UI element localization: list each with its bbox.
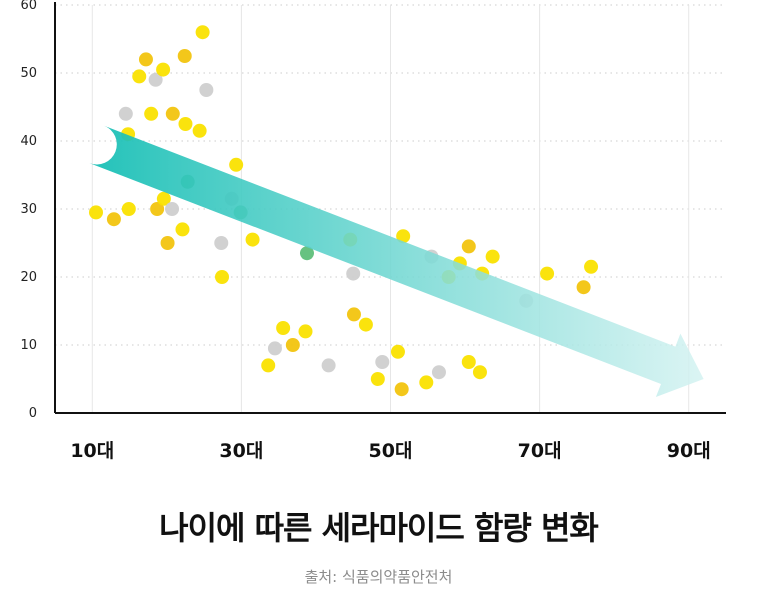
x-tick-label: 30대 [219,440,263,462]
data-point [195,25,210,40]
data-point [89,205,104,220]
data-point [540,266,555,281]
data-point [431,365,446,380]
x-tick-label: 70대 [518,440,562,462]
axes [54,2,726,414]
data-point [178,117,193,131]
y-tick-label: 40 [20,134,37,149]
data-point [165,106,180,121]
data-point [148,72,163,87]
data-point [358,317,373,332]
data-point [390,344,405,359]
y-tick-labels: 0 10 20 30 40 50 60 [20,0,37,421]
data-point [121,202,136,216]
data-point [472,365,487,380]
data-point [394,382,409,397]
data-point [118,106,133,121]
y-tick-label: 10 [20,338,37,353]
x-tick-label: 90대 [667,440,711,462]
data-point [461,355,476,369]
data-point [298,324,313,339]
trend-arrow-shape [89,125,704,397]
y-tick-label: 60 [20,0,37,13]
data-point [285,338,300,352]
data-point [321,358,336,373]
data-point [229,157,244,172]
data-point [192,123,207,138]
data-point [106,212,121,227]
x-tick-labels: 10대 30대 50대 70대 90대 [70,440,710,462]
data-point [299,246,314,261]
data-point [485,249,500,264]
data-point [150,202,165,216]
y-tick-label: 0 [29,406,37,421]
data-point [199,83,214,97]
data-point [584,259,599,274]
data-point [461,239,476,254]
data-point [576,280,591,295]
data-point [138,52,153,67]
y-tick-label: 30 [20,202,37,217]
data-point [214,236,229,250]
data-points [89,25,599,397]
data-point [132,69,147,84]
chart-title: 나이에 따른 세라마이드 함량 변화 [159,509,599,547]
data-point [396,229,411,244]
trend-arrow [89,125,704,397]
y-tick-label: 20 [20,270,37,285]
x-tick-label: 50대 [369,440,413,462]
scatter-chart: 0 10 20 30 40 50 60 10대 30대 50대 70대 90대 [20,0,726,462]
data-point [261,358,276,373]
data-point [375,355,390,369]
data-point [245,232,260,247]
data-point [156,191,171,206]
data-point [215,270,230,284]
data-point [177,49,192,63]
x-tick-label: 10대 [70,440,114,462]
data-point [175,222,190,237]
data-point [370,372,385,386]
data-point [156,62,171,77]
data-point [144,106,159,121]
source-caption: 출처: 식품의약품안전처 [304,568,453,586]
data-point [346,307,361,322]
data-point [267,341,282,356]
data-point [165,202,180,216]
data-point [276,321,291,335]
data-point [419,375,434,390]
data-point [346,266,361,281]
data-point [160,236,175,250]
y-tick-label: 50 [20,66,37,81]
